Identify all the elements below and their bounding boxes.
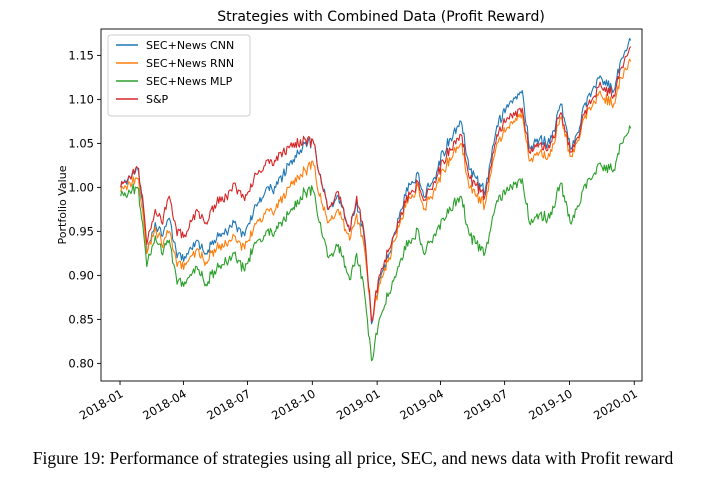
x-tick-label-3: 2018-10 (269, 386, 318, 422)
legend-label-0: SEC+News CNN (146, 39, 234, 52)
series-line-2 (120, 125, 632, 362)
chart-title: Strategies with Combined Data (Profit Re… (217, 9, 545, 25)
x-tick-label-8: 2020-01 (591, 386, 640, 422)
y-tick-label-7: 1.15 (68, 48, 94, 62)
y-tick-label-0: 0.80 (68, 356, 94, 370)
x-tick-label-7: 2019-10 (526, 386, 575, 422)
y-tick-label-2: 0.90 (68, 268, 94, 282)
legend: SEC+News CNN SEC+News RNN SEC+News MLP S&P (107, 34, 251, 117)
legend-box (107, 34, 251, 117)
figure-caption: Figure 19: Performance of strategies usi… (32, 448, 674, 468)
y-tick-label-6: 1.10 (68, 92, 94, 106)
legend-label-2: SEC+News MLP (146, 75, 233, 88)
y-tick-label-5: 1.05 (68, 136, 94, 150)
y-tick-label-1: 0.85 (68, 312, 94, 326)
plot-frame (100, 28, 643, 382)
series-line-3 (120, 46, 632, 322)
line-chart: Strategies with Combined Data (Profit Re… (56, 9, 643, 423)
y-tick-label-3: 0.95 (68, 224, 94, 238)
x-tick-label-2: 2018-07 (204, 386, 253, 422)
legend-label-3: S&P (146, 93, 169, 106)
x-tick-label-1: 2018-04 (140, 386, 189, 422)
x-tick-label-5: 2019-04 (397, 386, 446, 422)
y-axis-label: Portfolio Value (56, 165, 69, 244)
series-layer (120, 38, 632, 362)
y-tick-label-4: 1.00 (68, 180, 94, 194)
x-tick-label-4: 2019-01 (334, 386, 383, 422)
x-tick-label-0: 2018-01 (77, 386, 126, 422)
legend-label-1: SEC+News RNN (146, 57, 234, 70)
x-tick-label-6: 2019-07 (461, 386, 510, 422)
